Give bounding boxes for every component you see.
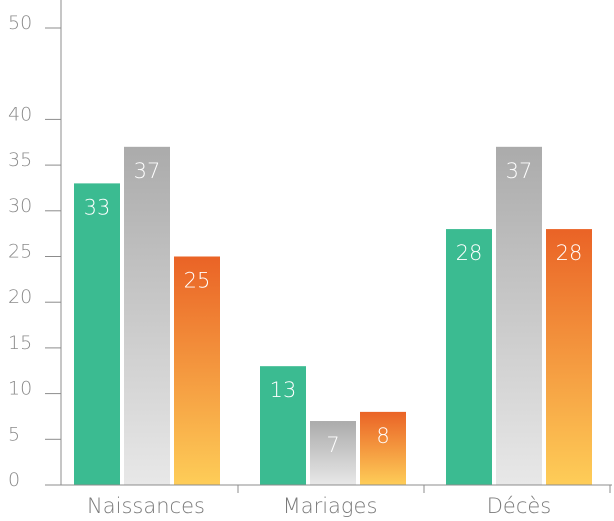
data-label: 33 [84,195,111,219]
y-tick-label: 30 [8,195,32,217]
bar [546,229,592,485]
data-label: 25 [184,269,211,293]
bar [446,229,492,485]
y-tick-label: 35 [8,149,32,171]
bar [174,256,220,485]
data-label: 37 [134,159,161,183]
bar [260,366,306,485]
x-category-label: Naissances [87,494,205,518]
bar [124,146,170,485]
y-tick-label: 50 [8,12,32,34]
y-tick-label: 25 [8,241,32,263]
bar [74,183,120,485]
x-axis: Naissances Mariages Décès [61,484,612,518]
y-tick-label: 20 [8,286,32,308]
x-category-label: Décès [487,494,552,518]
y-axis: 05101520253035405060 [8,0,62,491]
bar [496,146,542,485]
y-tick-label: 10 [8,378,32,400]
data-label: 28 [456,241,483,265]
x-category-label: Mariages [283,494,378,518]
bars-group: 33 37 25 13 7 8 28 37 28 [74,146,592,485]
data-label: 28 [556,241,583,265]
bar [310,421,356,485]
bar [360,411,406,485]
data-label: 8 [376,424,389,448]
data-label: 13 [270,378,297,402]
data-label: 7 [326,433,339,457]
y-tick-label: 5 [8,423,20,445]
y-tick-label: 0 [8,469,20,491]
y-tick-label: 40 [8,103,32,125]
y-tick-label: 15 [8,332,32,354]
data-label: 37 [506,159,533,183]
